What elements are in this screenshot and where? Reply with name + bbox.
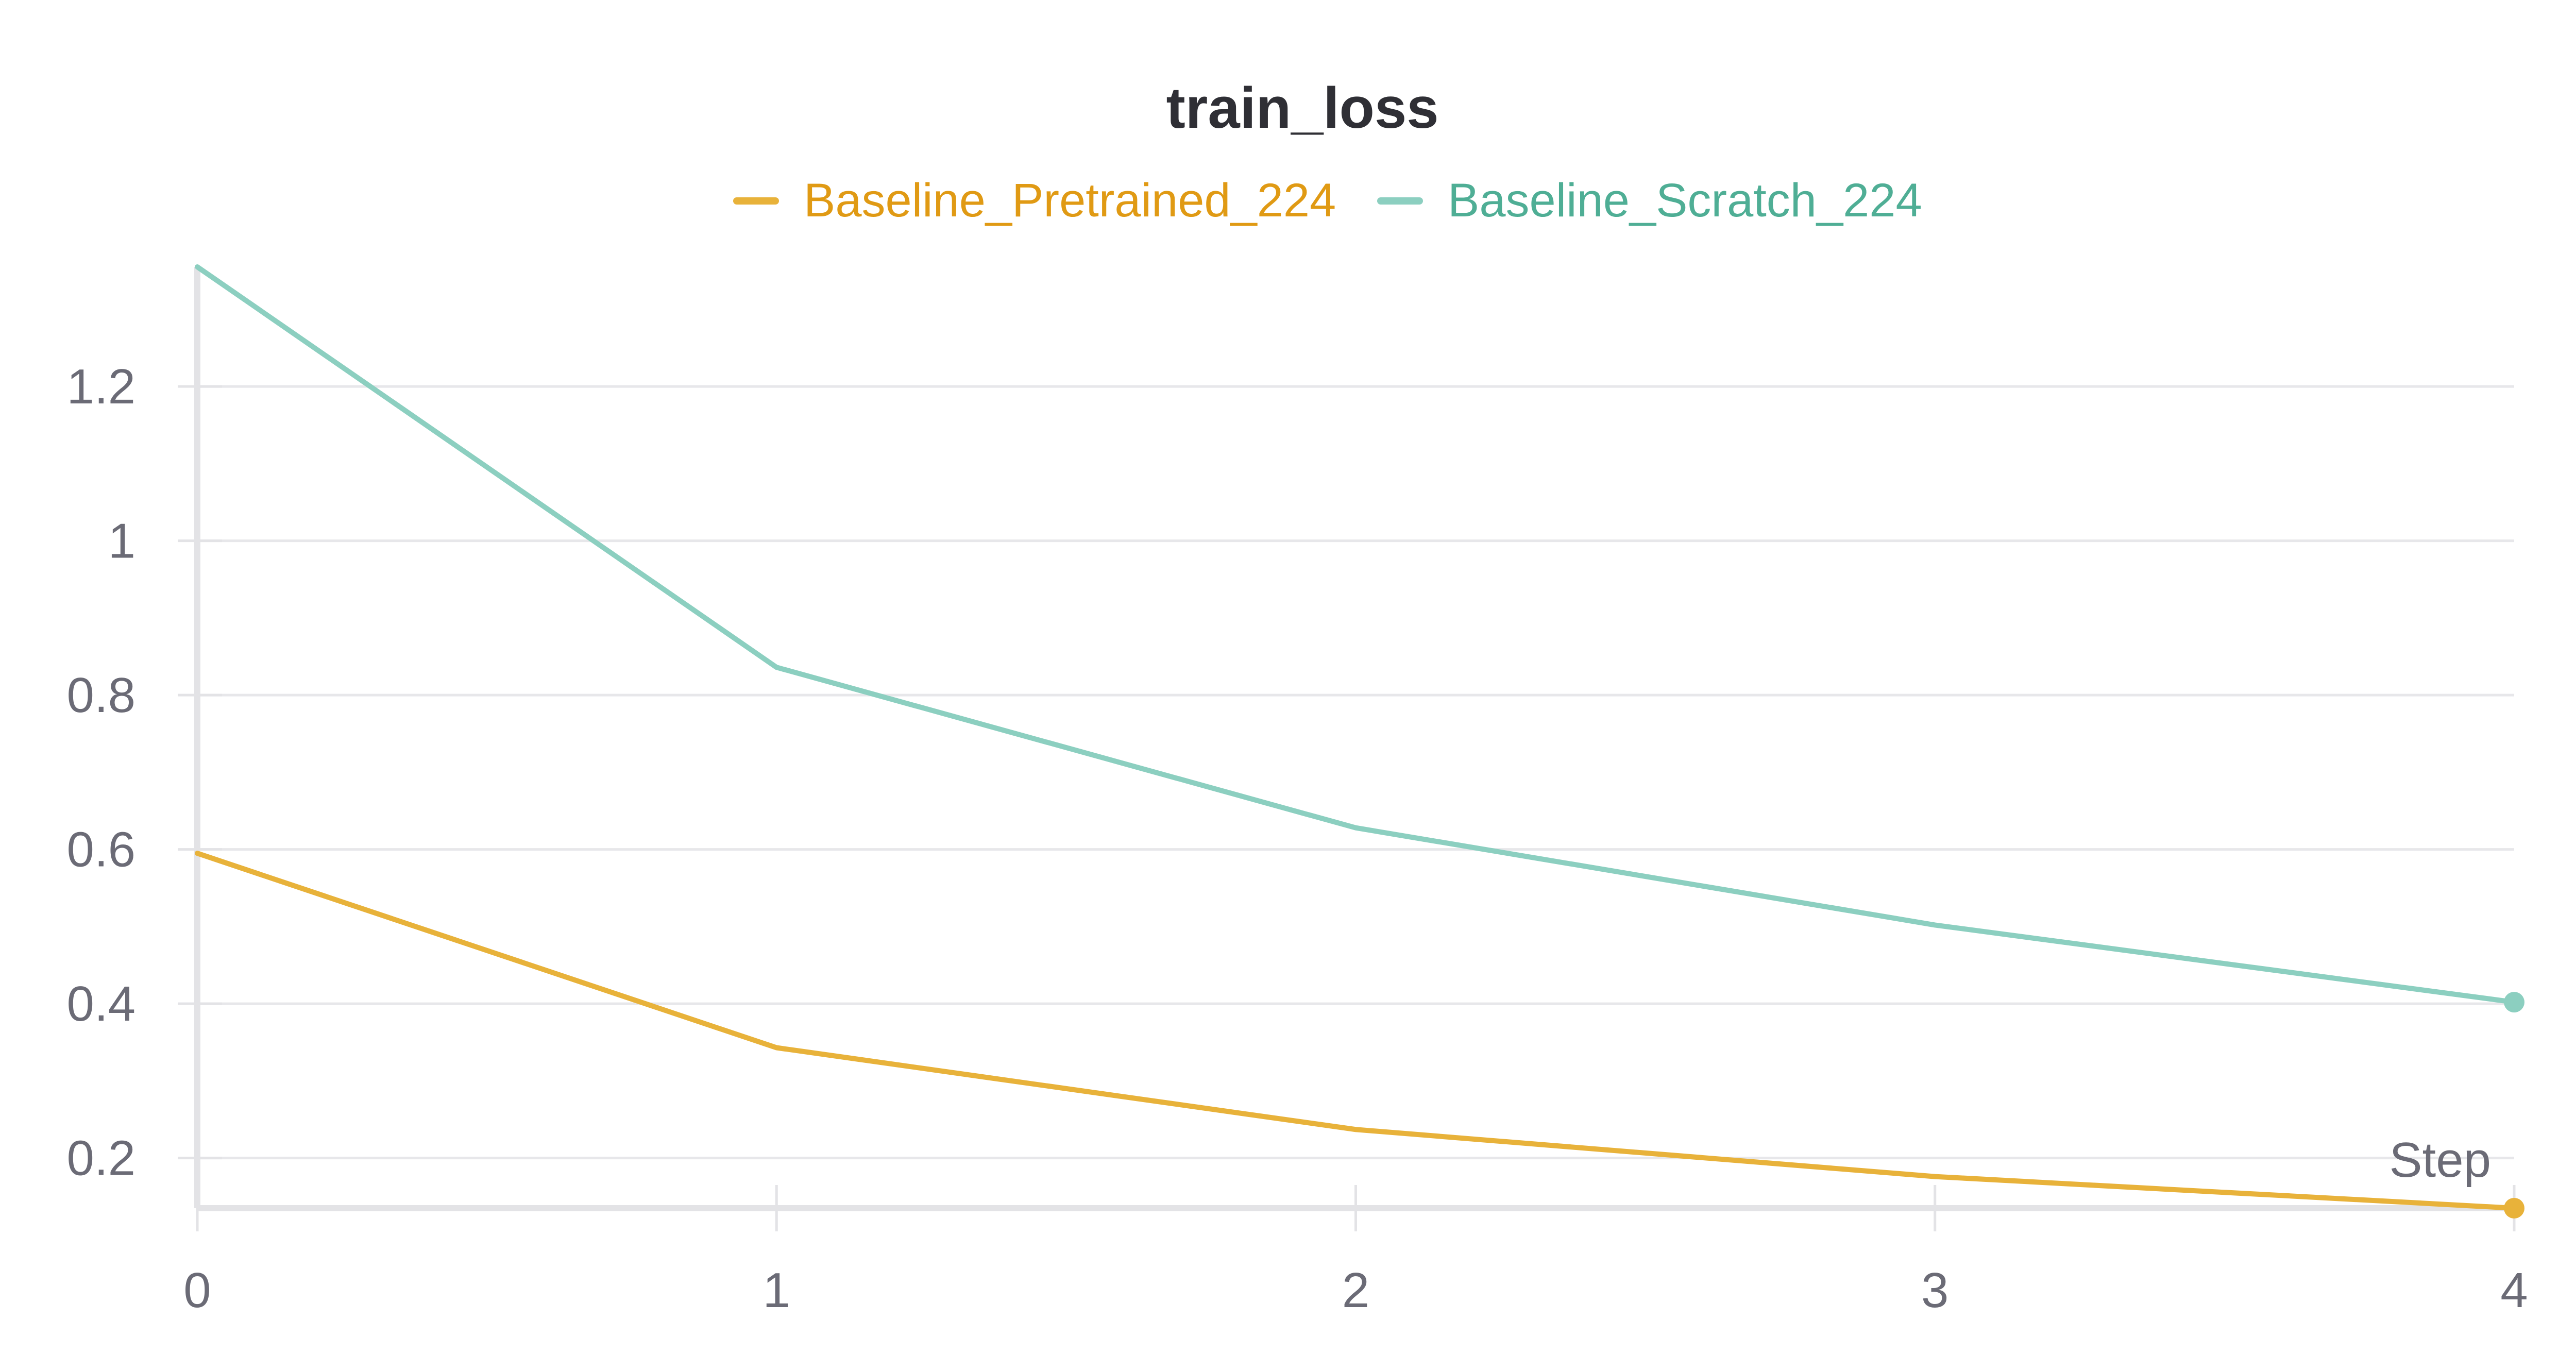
legend: Baseline_Pretrained_224 Baseline_Scratch_…	[733, 174, 1922, 227]
x-tick-label: 4	[2500, 1263, 2528, 1318]
legend-label: Baseline_Scratch_224	[1448, 174, 1922, 227]
series-line	[195, 264, 2517, 1005]
x-tick-label: 2	[1342, 1263, 1369, 1318]
axes	[178, 267, 2516, 1231]
tick-labels: 0.2 0.4 0.6 0.8 1 1.2 0 1 2 3 4	[67, 359, 2528, 1318]
series-endpoint-marker	[2504, 1198, 2524, 1218]
grid-lines	[197, 385, 2514, 1160]
y-tick-label: 0.4	[67, 976, 135, 1031]
series-line	[195, 851, 2517, 1211]
y-tick-label: 1.2	[67, 359, 135, 414]
series-endpoints	[2504, 992, 2524, 1218]
y-tick-label: 0.6	[67, 822, 135, 877]
series-lines	[195, 264, 2517, 1211]
x-axis-label: Step	[2389, 1132, 2491, 1188]
y-tick-label: 1	[108, 514, 135, 569]
legend-label: Baseline_Pretrained_224	[804, 174, 1336, 227]
chart-title: train_loss	[1166, 76, 1438, 140]
series-endpoint-marker	[2504, 992, 2524, 1013]
x-tick-label: 1	[763, 1263, 790, 1318]
y-tick-label: 0.2	[67, 1131, 135, 1186]
x-tick-label: 3	[1921, 1263, 1948, 1318]
x-tick-label: 0	[183, 1263, 211, 1318]
y-tick-label: 0.8	[67, 668, 135, 723]
